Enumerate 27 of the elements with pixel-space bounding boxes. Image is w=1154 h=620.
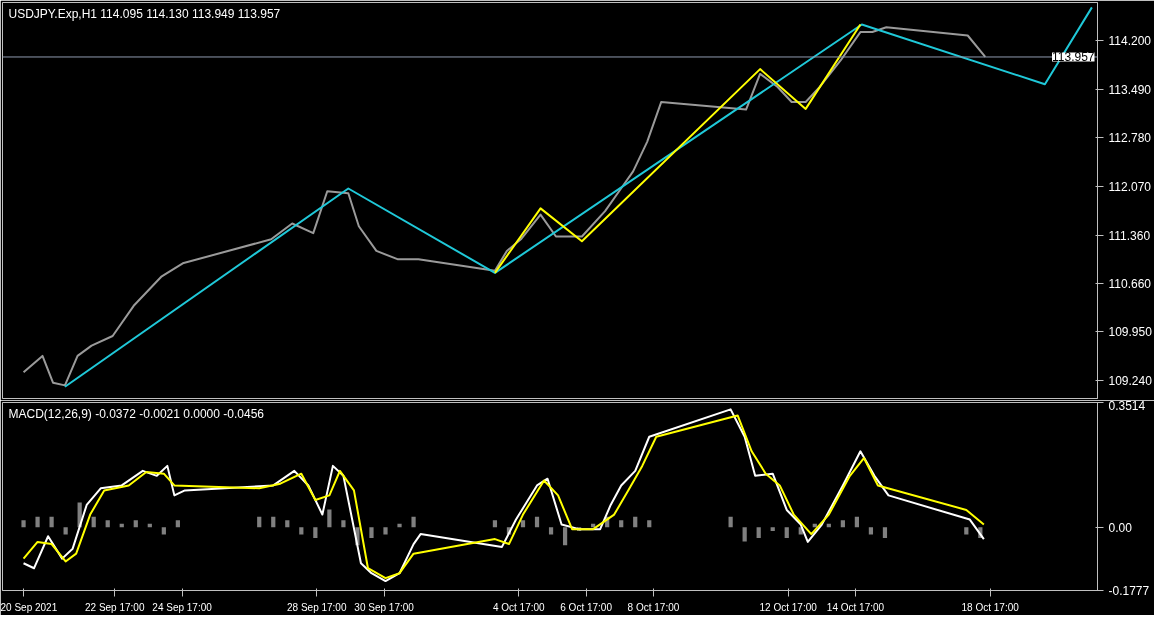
- y-tick-label: -0.1777: [1108, 584, 1150, 598]
- line-series: [22, 26, 987, 387]
- x-tick-label: 28 Sep 17:00: [287, 601, 347, 613]
- y-tick-label: 112.780: [1108, 131, 1152, 146]
- x-tick-label: 4 Oct 17:00: [492, 601, 546, 613]
- x-tick-label: 6 Oct 17:00: [560, 601, 613, 613]
- chart-title: USDJPY.Exp,H1 114.095 114.130 113.949 113.957: [8, 6, 281, 21]
- x-tick-label: 24 Sep 17:00: [152, 601, 213, 613]
- x-tick-label: 22 Sep 17:00: [84, 601, 145, 613]
- x-tick-label: 18 Oct 17:00: [961, 601, 1020, 613]
- y-tick-label: 0.00: [1108, 520, 1133, 535]
- y-tick-label: 113.490: [1108, 82, 1152, 97]
- y-tick-label: 110.660: [1108, 276, 1152, 291]
- y-tick-label: 109.240: [1108, 374, 1153, 389]
- ref-line-label: 113.957: [1052, 50, 1095, 65]
- chart-title: MACD(12,26,9) -0.0372 -0.0021 0.0000 -0.0456: [8, 406, 265, 421]
- x-tick-label: 12 Oct 17:00: [759, 601, 818, 613]
- y-tick-label: 112.070: [1108, 179, 1152, 194]
- line-series: [493, 23, 862, 274]
- x-tick-label: 20 Sep 2021: [0, 601, 58, 613]
- y-tick-label: 109.950: [1108, 325, 1153, 340]
- x-tick-label: 8 Oct 17:00: [627, 601, 680, 613]
- x-tick-label: 30 Sep 17:00: [354, 601, 415, 613]
- y-tick-label: 0.3514: [1108, 398, 1146, 413]
- y-tick-label: 114.200: [1108, 33, 1152, 48]
- x-tick-label: 14 Oct 17:00: [826, 601, 885, 613]
- y-tick-label: 111.360: [1108, 228, 1151, 243]
